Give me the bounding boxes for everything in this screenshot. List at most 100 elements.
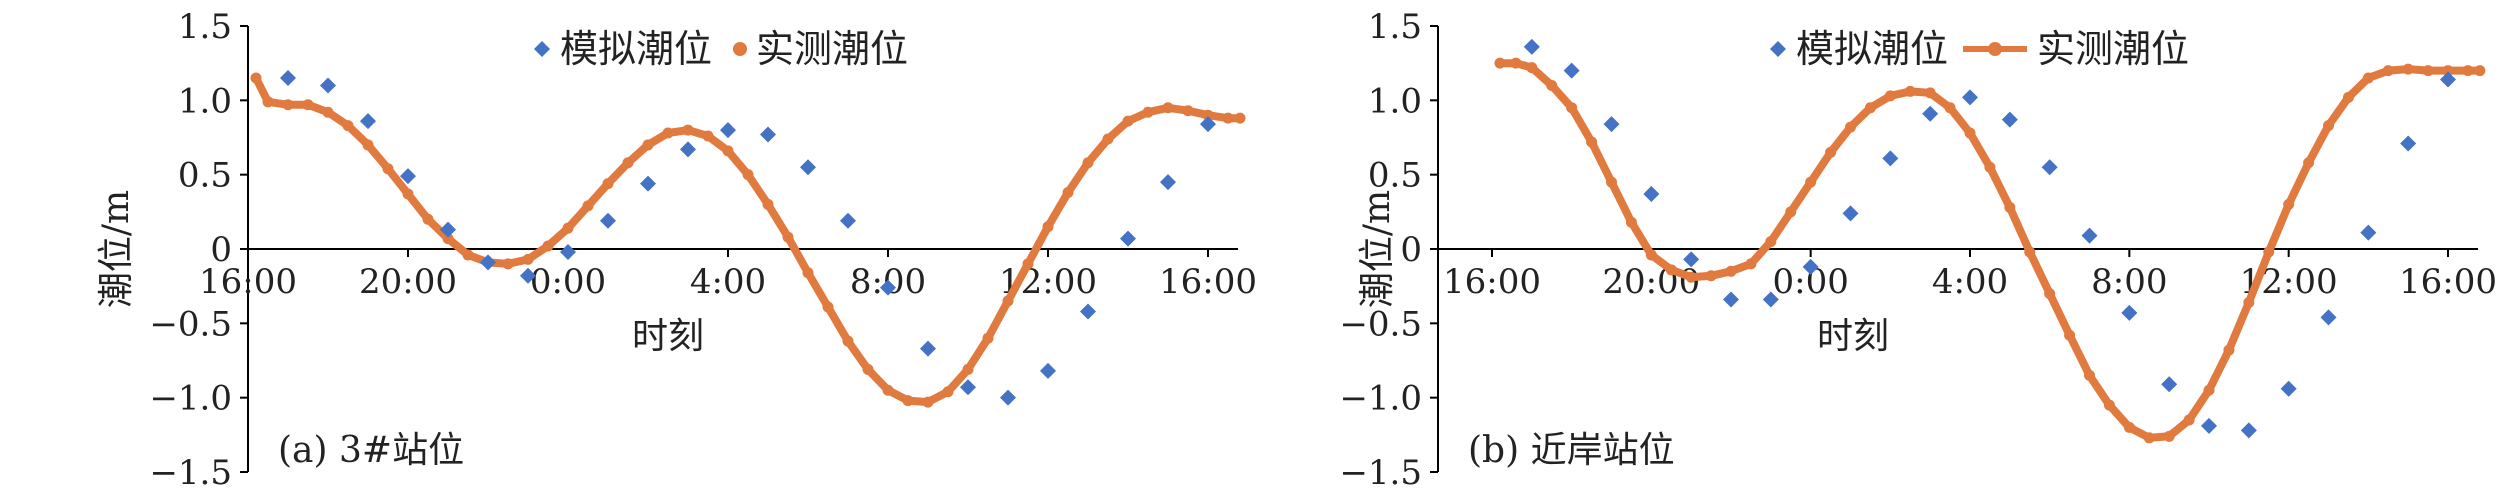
observed-tide-point xyxy=(1785,206,1797,218)
observed-tide-point xyxy=(2422,65,2434,77)
observed-tide-point xyxy=(2223,344,2235,356)
simulated-tide-point xyxy=(1762,291,1779,308)
observed-tide-point xyxy=(1665,264,1677,276)
observed-tide-point xyxy=(1765,236,1777,248)
observed-tide-point xyxy=(2474,65,2486,77)
y-tick-label: 1.0 xyxy=(1368,81,1422,121)
observed-tide-point xyxy=(1685,271,1697,283)
observed-tide-point xyxy=(2084,369,2095,381)
x-tick-label: 16:00 xyxy=(1159,262,1257,302)
observed-tide-point xyxy=(2382,65,2394,77)
observed-tide-point xyxy=(2203,384,2215,396)
observed-tide-point xyxy=(1964,127,1976,139)
simulated-tide-point xyxy=(2440,71,2456,88)
observed-tide-point xyxy=(1805,176,1817,188)
x-tick-label: 16:00 xyxy=(199,262,297,302)
observed-tide-point xyxy=(2303,157,2315,169)
simulated-tide-point xyxy=(1842,205,1859,222)
observed-tide-point xyxy=(882,384,894,396)
observed-tide-point xyxy=(842,335,854,347)
observed-tide-point xyxy=(1102,133,1114,145)
simulated-tide-point xyxy=(1802,258,1819,275)
observed-tide-point xyxy=(702,130,714,142)
observed-tide-point xyxy=(1122,115,1134,127)
observed-tide-point xyxy=(1944,102,1956,114)
observed-tide-point xyxy=(2402,63,2414,75)
observed-tide-point xyxy=(1526,62,1538,74)
observed-tide-point xyxy=(622,157,634,169)
simulated-tide-point xyxy=(1160,174,1176,191)
y-axis-title: 潮位/m xyxy=(96,190,137,308)
simulated-tide-point xyxy=(400,168,416,185)
observed-tide-point xyxy=(2442,65,2454,77)
simulated-tide-point xyxy=(2280,380,2297,397)
simulated-tide-point xyxy=(800,159,816,176)
observed-tide-point xyxy=(522,253,534,265)
y-axis-title: 潮位/m xyxy=(1357,190,1398,308)
observed-tide-point xyxy=(782,231,794,243)
simulated-tide-point xyxy=(680,141,696,158)
observed-tide-point xyxy=(942,386,954,398)
x-tick-label: 20:00 xyxy=(359,262,457,302)
simulated-tide-point xyxy=(2240,422,2257,439)
y-tick-label: 1.0 xyxy=(178,81,232,121)
panel-label: (b) 近岸站位 xyxy=(1468,430,1675,471)
simulated-tide-point xyxy=(1000,389,1016,406)
observed-tide-point xyxy=(1082,157,1094,169)
simulated-tide-point xyxy=(1683,251,1700,268)
observed-tide-point xyxy=(462,249,474,261)
observed-tide-point xyxy=(682,124,694,136)
observed-tide-point xyxy=(1864,102,1876,114)
legend-simulated-marker xyxy=(1770,41,1786,57)
simulated-tide-point xyxy=(920,340,936,357)
observed-tide-point xyxy=(1202,109,1214,121)
observed-tide-point xyxy=(422,213,434,225)
observed-tide-point xyxy=(1586,136,1598,148)
legend-observed-label: 实测潮位 xyxy=(756,27,908,71)
observed-tide-point xyxy=(1222,112,1234,124)
observed-tide-point xyxy=(2263,246,2275,258)
simulated-tide-point xyxy=(1962,89,1978,106)
observed-tide-point xyxy=(402,188,414,200)
observed-tide-point xyxy=(282,99,294,111)
simulated-tide-point xyxy=(360,113,376,130)
observed-tide-point xyxy=(1924,87,1936,99)
observed-tide-point xyxy=(2362,72,2374,84)
observed-tide-point xyxy=(1494,57,1506,69)
observed-tide-point xyxy=(1984,161,1996,173)
x-axis-title: 时刻 xyxy=(632,316,704,357)
observed-tide-point xyxy=(1042,221,1054,233)
simulated-tide-point xyxy=(520,267,536,284)
observed-tide-point xyxy=(2163,430,2175,442)
simulated-tide-point xyxy=(2161,376,2178,393)
observed-tide-point xyxy=(502,258,514,270)
observed-tide-point xyxy=(582,200,594,212)
simulated-tide-point xyxy=(1603,116,1620,133)
simulated-tide-point xyxy=(2360,224,2377,241)
x-tick-label: 8:00 xyxy=(2091,262,2167,302)
simulated-tide-point xyxy=(440,221,456,238)
observed-tide-point xyxy=(2183,414,2195,426)
observed-tide-point xyxy=(2283,198,2295,210)
observed-tide-point xyxy=(382,163,394,175)
x-tick-label: 16:00 xyxy=(2399,262,2497,302)
observed-tide-point xyxy=(2123,421,2135,433)
observed-tide-point xyxy=(262,96,274,108)
simulated-tide-point xyxy=(1120,230,1136,247)
y-tick-label: 1.5 xyxy=(1368,7,1422,47)
observed-tide-point xyxy=(342,120,354,132)
observed-tide-point xyxy=(962,363,974,375)
panel-label: (a) 3#站位 xyxy=(278,430,464,471)
observed-tide-point xyxy=(1142,106,1154,118)
y-tick-label: −1.0 xyxy=(1339,379,1422,419)
observed-tide-point xyxy=(902,395,914,407)
observed-tide-line xyxy=(252,74,1244,407)
simulated-tide-point xyxy=(2081,227,2098,244)
simulated-tide-point xyxy=(2121,304,2138,321)
y-tick-label: 1.5 xyxy=(178,7,232,47)
observed-tide-point xyxy=(322,106,334,118)
chart-panel-b: 1.5 1.0 0.5 0 −0.5 −1.0 −1.5 16:00 20:00 0:00 4:00… xyxy=(1259,0,2518,496)
simulated-tide-point xyxy=(960,379,976,396)
simulated-tide-point xyxy=(280,70,296,87)
chart-panel-a: 1.5 1.0 0.5 0 −0.5 −1.0 −1.5 16:00 20:00 0:00 4:00… xyxy=(0,0,1259,496)
